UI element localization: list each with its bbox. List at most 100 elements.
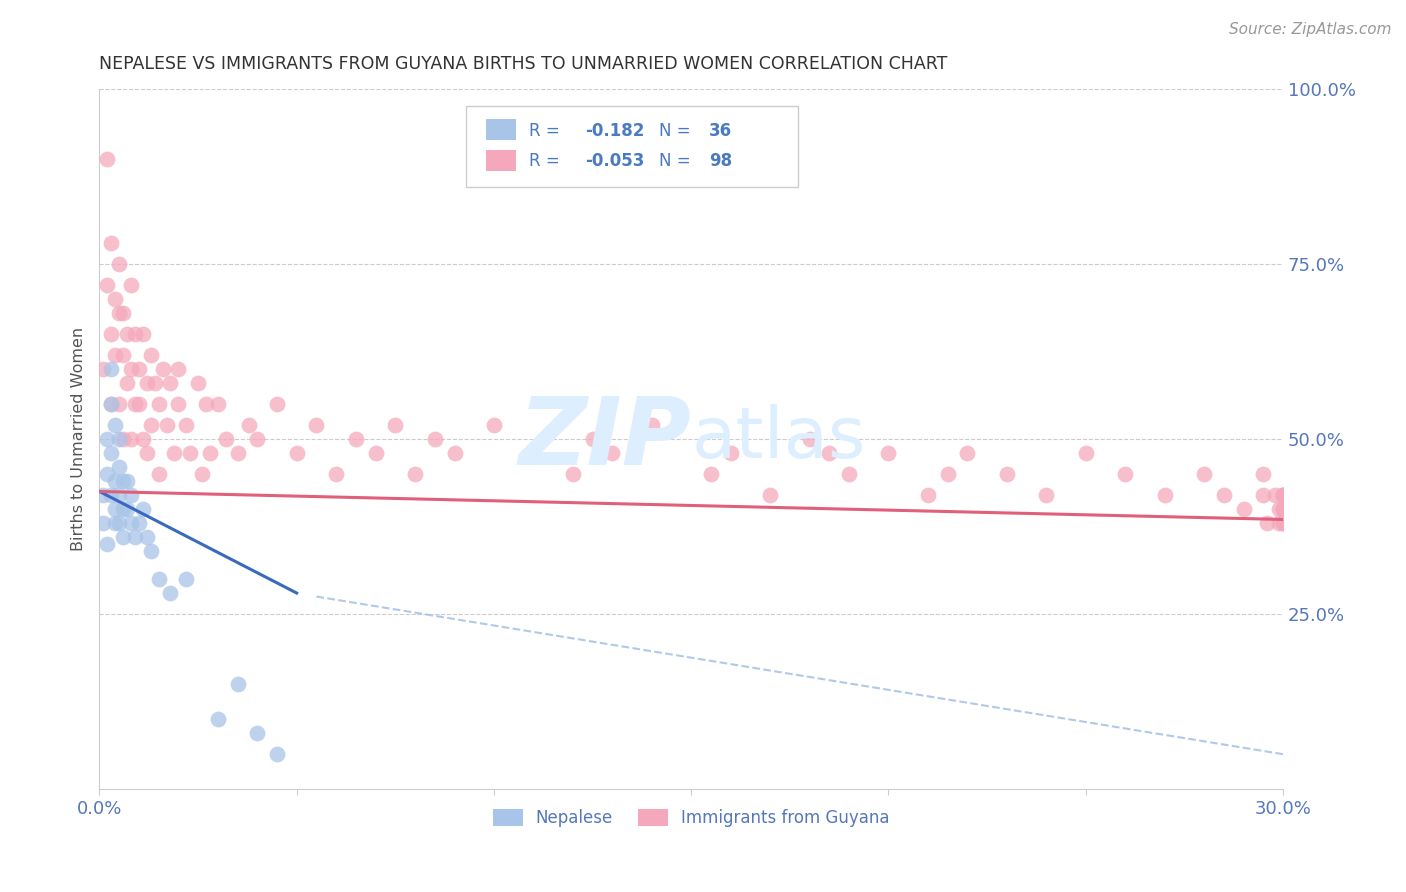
Point bbox=[100, 326, 122, 341]
Point bbox=[215, 432, 238, 446]
Point bbox=[148, 397, 170, 411]
Point bbox=[96, 277, 118, 292]
Point bbox=[100, 446, 122, 460]
Point bbox=[838, 467, 860, 481]
Point bbox=[108, 432, 131, 446]
Text: Source: ZipAtlas.com: Source: ZipAtlas.com bbox=[1229, 22, 1392, 37]
Point bbox=[100, 361, 122, 376]
Point bbox=[720, 446, 742, 460]
Point bbox=[581, 432, 603, 446]
Point bbox=[759, 488, 782, 502]
Point bbox=[96, 467, 118, 481]
Point bbox=[100, 235, 122, 250]
Point bbox=[135, 530, 157, 544]
Point bbox=[956, 446, 979, 460]
Point bbox=[1251, 467, 1274, 481]
Point bbox=[159, 586, 181, 600]
Point bbox=[238, 417, 260, 432]
Point bbox=[226, 677, 249, 691]
Point bbox=[148, 572, 170, 586]
Text: 98: 98 bbox=[709, 153, 733, 170]
Point bbox=[226, 446, 249, 460]
Point bbox=[163, 446, 186, 460]
Point bbox=[1272, 502, 1295, 516]
Point bbox=[179, 446, 201, 460]
Point bbox=[112, 432, 135, 446]
Text: N =: N = bbox=[659, 122, 696, 140]
Legend: Nepalese, Immigrants from Guyana: Nepalese, Immigrants from Guyana bbox=[486, 802, 897, 833]
Point bbox=[115, 502, 138, 516]
Point bbox=[120, 488, 142, 502]
Point bbox=[128, 361, 150, 376]
Point bbox=[1272, 488, 1295, 502]
Point bbox=[108, 306, 131, 320]
Point bbox=[600, 446, 623, 460]
Point bbox=[246, 726, 269, 740]
Point bbox=[104, 417, 127, 432]
Point bbox=[115, 376, 138, 390]
Point bbox=[1035, 488, 1057, 502]
Point bbox=[246, 432, 269, 446]
Point bbox=[207, 712, 229, 726]
Text: 36: 36 bbox=[709, 122, 733, 140]
Point bbox=[152, 361, 174, 376]
Point bbox=[124, 326, 146, 341]
Point bbox=[285, 446, 308, 460]
Point bbox=[143, 376, 166, 390]
Point bbox=[108, 397, 131, 411]
Point bbox=[936, 467, 959, 481]
Point bbox=[139, 348, 162, 362]
Point bbox=[108, 459, 131, 474]
Point bbox=[423, 432, 446, 446]
Text: atlas: atlas bbox=[692, 404, 866, 474]
Point bbox=[112, 502, 135, 516]
Point bbox=[191, 467, 214, 481]
Point bbox=[877, 446, 900, 460]
Point bbox=[120, 432, 142, 446]
Point bbox=[799, 432, 821, 446]
Point bbox=[325, 467, 347, 481]
Point bbox=[187, 376, 209, 390]
Point bbox=[344, 432, 367, 446]
Point bbox=[1074, 446, 1097, 460]
Y-axis label: Births to Unmarried Women: Births to Unmarried Women bbox=[72, 326, 86, 551]
Point bbox=[120, 277, 142, 292]
Point bbox=[995, 467, 1018, 481]
Point bbox=[1272, 488, 1295, 502]
Point bbox=[482, 417, 505, 432]
Point bbox=[1256, 516, 1278, 530]
Point bbox=[115, 326, 138, 341]
Point bbox=[1272, 502, 1295, 516]
Point bbox=[132, 502, 155, 516]
Point bbox=[112, 474, 135, 488]
Point bbox=[207, 397, 229, 411]
Text: N =: N = bbox=[659, 153, 696, 170]
Point bbox=[108, 257, 131, 271]
Point bbox=[167, 361, 190, 376]
Point bbox=[443, 446, 465, 460]
Point bbox=[104, 502, 127, 516]
Point bbox=[364, 446, 387, 460]
Point bbox=[108, 488, 131, 502]
Point bbox=[818, 446, 841, 460]
Point bbox=[1232, 502, 1254, 516]
Point bbox=[93, 361, 115, 376]
Point bbox=[167, 397, 190, 411]
Point bbox=[108, 516, 131, 530]
Point bbox=[100, 488, 122, 502]
Point bbox=[104, 516, 127, 530]
Point bbox=[104, 348, 127, 362]
Point bbox=[1272, 516, 1295, 530]
Point bbox=[174, 417, 197, 432]
Point bbox=[93, 488, 115, 502]
Text: ZIP: ZIP bbox=[519, 392, 692, 485]
Text: -0.182: -0.182 bbox=[585, 122, 644, 140]
Point bbox=[1192, 467, 1215, 481]
Point bbox=[155, 417, 177, 432]
Point bbox=[1251, 488, 1274, 502]
Point bbox=[124, 397, 146, 411]
Text: NEPALESE VS IMMIGRANTS FROM GUYANA BIRTHS TO UNMARRIED WOMEN CORRELATION CHART: NEPALESE VS IMMIGRANTS FROM GUYANA BIRTH… bbox=[100, 55, 948, 73]
Text: -0.053: -0.053 bbox=[585, 153, 644, 170]
Point bbox=[100, 397, 122, 411]
Point bbox=[112, 306, 135, 320]
